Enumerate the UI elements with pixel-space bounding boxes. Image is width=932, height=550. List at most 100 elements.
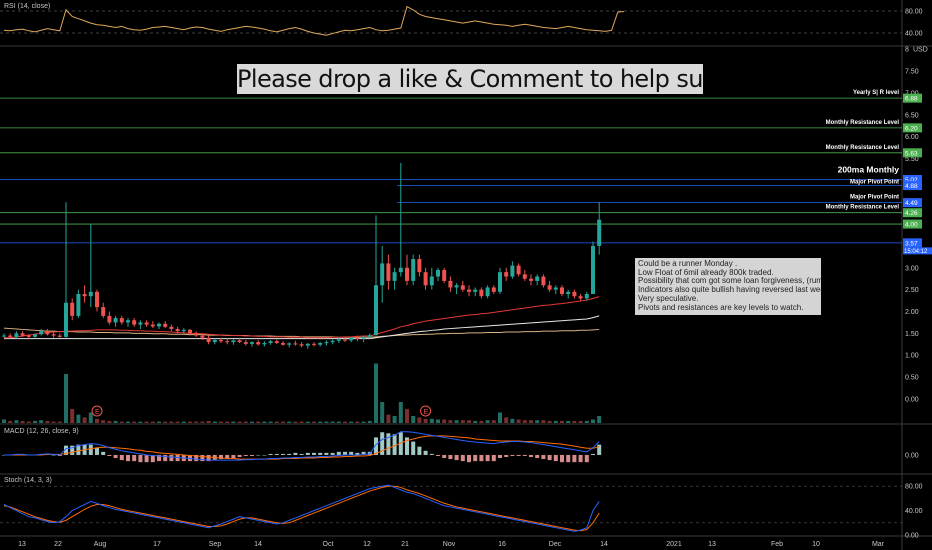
macd-histogram-bar bbox=[380, 432, 385, 455]
note-line: Possibility that com got some loan forgi… bbox=[638, 276, 821, 286]
moving-average-red bbox=[4, 296, 600, 339]
price-tick-label: 3.00 bbox=[905, 265, 919, 272]
volume-bar bbox=[64, 374, 68, 423]
price-label: 4.49 bbox=[905, 200, 918, 207]
price-label-box bbox=[903, 148, 922, 158]
price-tick-label: 2.00 bbox=[905, 309, 919, 316]
price-label-box bbox=[903, 198, 922, 208]
volume-bar bbox=[95, 418, 99, 423]
stoch-tick-label: 0.00 bbox=[905, 533, 919, 540]
macd-histogram-bar bbox=[107, 454, 112, 456]
candle-body bbox=[45, 331, 50, 335]
volume-bar bbox=[256, 421, 261, 423]
volume-bar bbox=[343, 421, 347, 423]
macd-histogram-bar bbox=[491, 454, 496, 462]
candle-body bbox=[312, 343, 316, 345]
candle-body bbox=[126, 320, 130, 323]
macd-histogram-bar bbox=[417, 446, 422, 455]
candle-body bbox=[380, 263, 385, 286]
volume-bar bbox=[491, 420, 496, 423]
price-tick-label: 2.50 bbox=[905, 287, 919, 294]
candle-body bbox=[361, 336, 366, 339]
candle-body bbox=[175, 329, 180, 332]
price-label-box bbox=[903, 208, 922, 218]
candle-body bbox=[144, 322, 149, 325]
volume-bar bbox=[380, 402, 385, 423]
volume-bar bbox=[578, 420, 583, 423]
candle-body bbox=[522, 274, 527, 279]
macd-histogram-bar bbox=[541, 454, 546, 460]
volume-bar bbox=[398, 402, 403, 423]
price-label: 5.63 bbox=[905, 150, 918, 157]
candle-body bbox=[504, 272, 509, 277]
volume-bar bbox=[367, 420, 372, 423]
volume-bar bbox=[423, 418, 428, 423]
macd-histogram-bar bbox=[572, 454, 577, 463]
volume-bar bbox=[436, 419, 440, 423]
macd-histogram-bar bbox=[343, 451, 347, 455]
volume-bar bbox=[454, 420, 459, 423]
candle-body bbox=[82, 294, 87, 297]
candle-body bbox=[20, 333, 25, 336]
macd-histogram-bar bbox=[349, 451, 354, 455]
rsi-line bbox=[3, 5, 625, 36]
volume-bar bbox=[535, 420, 540, 423]
volume-bar bbox=[467, 420, 471, 423]
volume-bar bbox=[349, 421, 354, 423]
candle-body bbox=[281, 342, 285, 345]
candle-body bbox=[150, 324, 155, 327]
candle-body bbox=[200, 335, 205, 338]
macd-histogram-bar bbox=[305, 452, 310, 455]
macd-histogram-bar bbox=[460, 454, 465, 462]
macd-histogram-bar bbox=[268, 453, 273, 455]
candle-body bbox=[219, 339, 223, 342]
candle-body bbox=[429, 276, 434, 286]
volume-bar bbox=[386, 414, 391, 423]
volume-bar bbox=[144, 421, 149, 423]
candle-body bbox=[448, 280, 453, 288]
macd-histogram-bar bbox=[200, 454, 205, 462]
macd-histogram-bar bbox=[355, 452, 360, 455]
volume-bar bbox=[442, 419, 447, 423]
candle-body bbox=[553, 287, 558, 290]
price-label: 5.02 bbox=[905, 177, 918, 184]
macd-histogram-bar bbox=[287, 453, 292, 455]
volume-bar bbox=[14, 420, 19, 423]
macd-histogram-bar bbox=[361, 451, 366, 455]
volume-bar bbox=[504, 417, 509, 423]
volume-bar bbox=[200, 421, 205, 423]
note-line: Could be a runner Monday . bbox=[638, 259, 738, 268]
x-tick-label: Aug bbox=[94, 541, 107, 548]
macd-histogram-bar bbox=[522, 454, 527, 456]
volume-bar bbox=[113, 420, 118, 423]
candle-body bbox=[26, 335, 31, 337]
macd-histogram-bar bbox=[324, 452, 329, 455]
candle-body bbox=[479, 289, 484, 297]
price-tick-label: 0.00 bbox=[905, 396, 919, 403]
candle-body bbox=[64, 302, 68, 337]
volume-bar bbox=[510, 418, 515, 423]
volume-bar bbox=[107, 420, 112, 423]
volume-bar bbox=[82, 417, 87, 423]
candle-body bbox=[349, 337, 354, 341]
volume-bar bbox=[572, 420, 577, 423]
rsi-pane-title: RSI (14, close) bbox=[4, 3, 51, 10]
candle-body bbox=[343, 339, 347, 341]
x-tick-label: Dec bbox=[549, 541, 562, 548]
x-tick-label: 2021 bbox=[666, 541, 682, 548]
candle-body bbox=[274, 341, 279, 343]
volume-bar bbox=[429, 418, 434, 423]
x-tick-label: Mar bbox=[872, 541, 885, 548]
price-label-box bbox=[903, 93, 922, 103]
stoch-k-line bbox=[3, 484, 600, 532]
candle-body bbox=[473, 289, 478, 292]
candle-body bbox=[541, 276, 546, 286]
macd-histogram-bar bbox=[76, 444, 81, 455]
volume-bar bbox=[8, 420, 13, 423]
candle-body bbox=[411, 259, 416, 281]
candle-body bbox=[181, 329, 186, 332]
volume-bar bbox=[26, 421, 31, 423]
volume-bar bbox=[132, 421, 137, 423]
candle-body bbox=[547, 285, 552, 290]
